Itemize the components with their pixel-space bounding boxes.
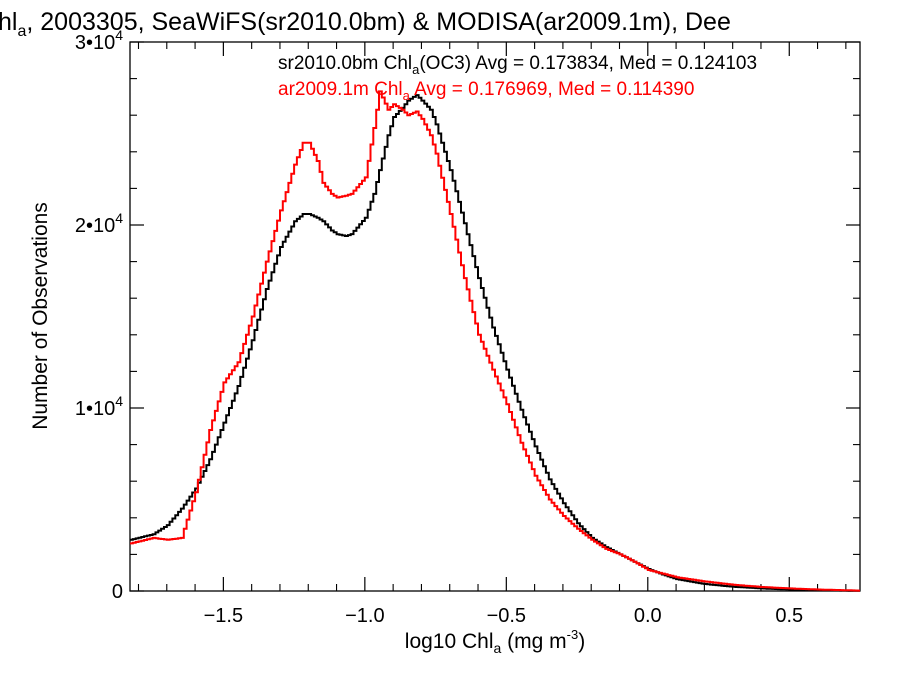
series-line-seawifs <box>130 94 860 592</box>
x-axis-title: log10 Chla (mg m-3) <box>405 627 585 656</box>
y-tick-label-base: 3•10 <box>75 32 115 54</box>
x-tick-label: 0.0 <box>634 605 662 627</box>
y-tick-label: 1•104 <box>75 393 123 420</box>
x-tick-label: −1.5 <box>204 605 243 627</box>
y-tick-label-base: 0 <box>112 581 123 603</box>
legend-entry-seawifs: sr2010.0bm Chla(OC3) Avg = 0.173834, Med… <box>278 53 757 77</box>
y-axis-title: Number of Observations <box>29 202 52 430</box>
chart-title-part-1: hl <box>0 8 17 36</box>
plot-frame <box>129 41 861 592</box>
x-axis-title-subscript: a <box>494 640 502 656</box>
legend-seawifs-subscript: a <box>412 62 420 77</box>
y-tick-label: 3•104 <box>75 27 123 54</box>
legend-modisa-part-2: Avg = 0.176969, Med = 0.114390 <box>410 79 695 100</box>
legend-modisa-part-1: ar2009.1m Chl <box>278 79 403 100</box>
y-tick-label-exponent: 4 <box>115 210 123 226</box>
y-tick-label-exponent: 4 <box>115 27 123 43</box>
axis-ticks <box>130 41 860 592</box>
x-axis-title-part-1: log10 Chl <box>405 630 494 653</box>
series-group <box>130 90 860 592</box>
legend-seawifs-part-1: sr2010.0bm Chl <box>278 53 412 74</box>
x-tick-label: −1.0 <box>345 605 384 627</box>
chart-title: hla, 2003305, SeaWiFS(sr2010.0bm) & MODI… <box>0 8 731 40</box>
legend-seawifs-part-2: (OC3) Avg = 0.173834, Med = 0.124103 <box>419 53 757 74</box>
x-axis-title-part-3: ) <box>578 630 585 653</box>
series-line-modisa <box>130 90 860 592</box>
y-tick-label-exponent: 4 <box>115 393 123 409</box>
x-tick-label: 0.5 <box>775 605 803 627</box>
x-tick-labels: −1.5 −1.0 −0.5 0.0 0.5 <box>204 605 804 627</box>
legend-entry-modisa: ar2009.1m Chla Avg = 0.176969, Med = 0.1… <box>278 79 694 103</box>
chart-title-part-2: , 2003305, SeaWiFS(sr2010.0bm) & MODISA(… <box>26 8 730 36</box>
legend-modisa-subscript: a <box>403 88 411 103</box>
x-axis-title-superscript: -3 <box>567 627 579 642</box>
y-tick-label: 2•104 <box>75 210 123 237</box>
chart-title-subscript: a <box>17 23 26 40</box>
y-tick-label: 0 <box>112 581 123 603</box>
y-tick-label-base: 2•10 <box>75 215 115 237</box>
x-axis-title-part-2: (mg m <box>501 630 566 653</box>
x-tick-label: −0.5 <box>487 605 526 627</box>
y-tick-label-base: 1•10 <box>75 398 115 420</box>
